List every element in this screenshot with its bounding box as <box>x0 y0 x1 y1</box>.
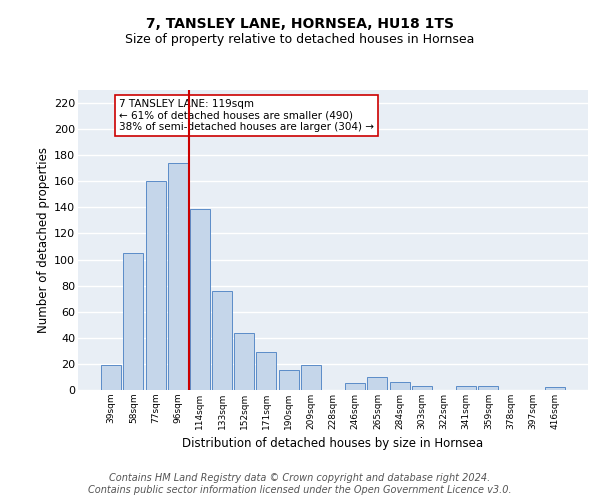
Bar <box>456 386 476 390</box>
Bar <box>345 384 365 390</box>
Bar <box>234 332 254 390</box>
Bar <box>190 208 210 390</box>
Text: 7, TANSLEY LANE, HORNSEA, HU18 1TS: 7, TANSLEY LANE, HORNSEA, HU18 1TS <box>146 18 454 32</box>
Bar <box>389 382 410 390</box>
Text: Contains HM Land Registry data © Crown copyright and database right 2024.
Contai: Contains HM Land Registry data © Crown c… <box>88 474 512 495</box>
Bar <box>412 386 432 390</box>
Y-axis label: Number of detached properties: Number of detached properties <box>37 147 50 333</box>
Bar <box>168 163 188 390</box>
Bar <box>101 365 121 390</box>
Bar <box>367 377 388 390</box>
Text: 7 TANSLEY LANE: 119sqm
← 61% of detached houses are smaller (490)
38% of semi-de: 7 TANSLEY LANE: 119sqm ← 61% of detached… <box>119 99 374 132</box>
Bar <box>256 352 277 390</box>
Bar <box>301 365 321 390</box>
Bar <box>478 386 498 390</box>
Bar <box>146 182 166 390</box>
Bar <box>278 370 299 390</box>
X-axis label: Distribution of detached houses by size in Hornsea: Distribution of detached houses by size … <box>182 438 484 450</box>
Text: Size of property relative to detached houses in Hornsea: Size of property relative to detached ho… <box>125 32 475 46</box>
Bar <box>124 253 143 390</box>
Bar <box>545 388 565 390</box>
Bar <box>212 291 232 390</box>
